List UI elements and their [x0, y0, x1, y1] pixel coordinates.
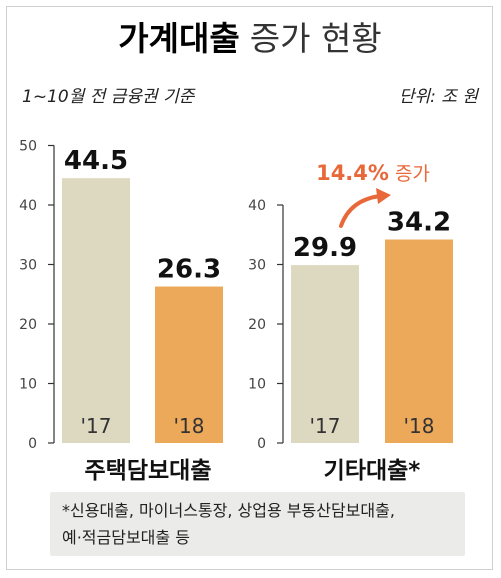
y-tick-label: 20 [248, 317, 266, 333]
x-category-label: '18 [174, 414, 205, 438]
subtitle-basis: 1~10월 전 금융권 기준 [22, 87, 196, 107]
x-category-label: '17 [81, 414, 112, 438]
bar-17 [62, 178, 130, 443]
bar-value-label: 26.3 [157, 255, 221, 285]
panel-title: 기타대출* [324, 458, 421, 484]
x-category-label: '18 [404, 414, 435, 438]
title-light: 증가 현황 [250, 19, 382, 58]
growth-arrow-head [376, 188, 391, 204]
y-tick-label: 20 [19, 317, 37, 333]
bar-value-label: 29.9 [293, 233, 357, 263]
y-tick-label: 30 [19, 258, 37, 274]
growth-percent: 14.4% [316, 161, 389, 185]
y-tick-label: 40 [248, 198, 266, 214]
growth-annotation: 14.4% 증가 [316, 161, 430, 185]
subtitle-unit: 단위: 조 원 [399, 87, 479, 107]
y-tick-label: 10 [19, 377, 37, 393]
chart-title: 가계대출 증가 현황 [118, 19, 381, 58]
footnote-line-2: 예·적금담보대출 등 [62, 528, 190, 547]
bar-value-label: 34.2 [387, 208, 451, 238]
bar-value-label: 44.5 [64, 146, 128, 176]
y-tick-label: 30 [248, 258, 266, 274]
panel-mortgage: 0 10 20 30 40 50 44.5 '17 26.3 '18 주택담보대출 [19, 139, 223, 484]
footnote-line-1: *신용대출, 마이너스통장, 상업용 부동산담보대출, [62, 501, 395, 520]
y-tick-label: 40 [19, 198, 37, 214]
footnote-box: *신용대출, 마이너스통장, 상업용 부동산담보대출, 예·적금담보대출 등 [50, 492, 465, 556]
bar-18 [385, 239, 453, 443]
bar-18 [155, 286, 223, 443]
growth-arrow-curve [339, 194, 382, 228]
title-bold: 가계대출 [118, 19, 239, 58]
x-category-label: '17 [310, 414, 341, 438]
y-tick-label: 0 [257, 436, 266, 452]
y-tick-label: 50 [19, 139, 37, 155]
y-tick-label: 0 [28, 436, 37, 452]
bar-17 [291, 265, 359, 443]
growth-suffix: 증가 [395, 163, 430, 185]
y-tick-label: 10 [248, 377, 266, 393]
panel-title: 주택담보대출 [85, 458, 212, 484]
panel-other-loans: 0 10 20 30 40 29.9 '17 34.2 '18 기타대출* 14.4% 증가 [248, 161, 453, 484]
